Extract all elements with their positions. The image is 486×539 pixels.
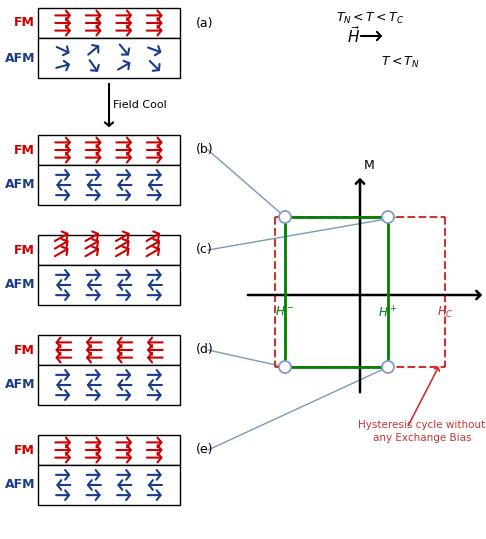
Text: $T<T_N$: $T<T_N$ <box>381 54 419 70</box>
Text: FM: FM <box>14 444 35 457</box>
Text: (d): (d) <box>196 343 214 356</box>
Text: AFM: AFM <box>4 52 35 65</box>
Bar <box>38 465 180 505</box>
Text: M: M <box>364 159 375 172</box>
Bar <box>38 435 180 465</box>
Text: $H^-$: $H^-$ <box>276 305 295 318</box>
Text: (a): (a) <box>196 17 213 30</box>
Bar <box>38 38 180 78</box>
Circle shape <box>279 211 291 223</box>
Text: $\vec{H}$: $\vec{H}$ <box>347 25 360 46</box>
Bar <box>38 265 180 305</box>
Bar <box>38 135 180 165</box>
Text: Hysteresis cycle without
any Exchange Bias: Hysteresis cycle without any Exchange Bi… <box>358 420 486 443</box>
Circle shape <box>382 211 394 223</box>
Circle shape <box>279 361 291 373</box>
Bar <box>38 335 180 365</box>
Text: (b): (b) <box>196 143 214 156</box>
Text: FM: FM <box>14 143 35 156</box>
Text: (c): (c) <box>196 244 213 257</box>
Text: $H^+$: $H^+$ <box>379 305 398 320</box>
Text: FM: FM <box>14 244 35 257</box>
Text: AFM: AFM <box>4 479 35 492</box>
Text: $T_N<T<T_C$: $T_N<T<T_C$ <box>336 10 404 25</box>
Bar <box>38 8 180 38</box>
Text: AFM: AFM <box>4 378 35 391</box>
Text: Field Cool: Field Cool <box>113 100 167 110</box>
Bar <box>38 365 180 405</box>
Text: AFM: AFM <box>4 279 35 292</box>
Text: AFM: AFM <box>4 178 35 191</box>
Text: FM: FM <box>14 343 35 356</box>
Text: $H_C$: $H_C$ <box>437 305 453 320</box>
Bar <box>38 235 180 265</box>
Bar <box>38 165 180 205</box>
Text: FM: FM <box>14 17 35 30</box>
Text: (e): (e) <box>196 444 213 457</box>
Circle shape <box>382 361 394 373</box>
